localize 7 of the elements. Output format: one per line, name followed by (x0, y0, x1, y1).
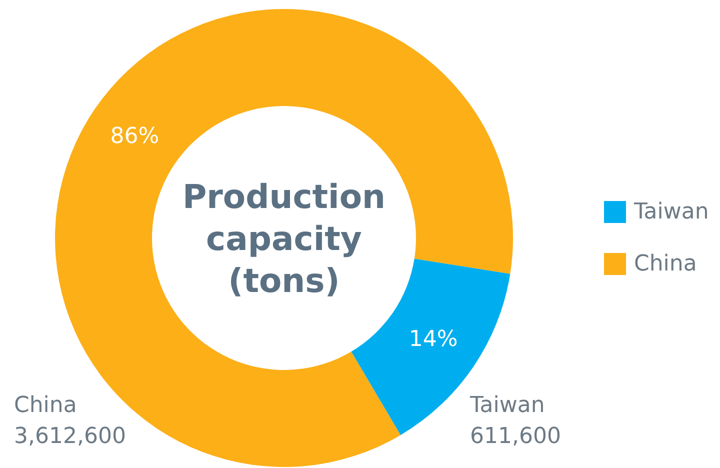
data-label: 14% (408, 326, 458, 352)
text: Production capacity (tons) (182, 176, 386, 300)
legend-label: Taiwan (633, 200, 709, 224)
data-label: 86% (110, 124, 160, 150)
text: China 3,612,600 (14, 393, 126, 449)
legend-label: China (634, 252, 697, 276)
text: Taiwan 611,600 (469, 393, 561, 449)
